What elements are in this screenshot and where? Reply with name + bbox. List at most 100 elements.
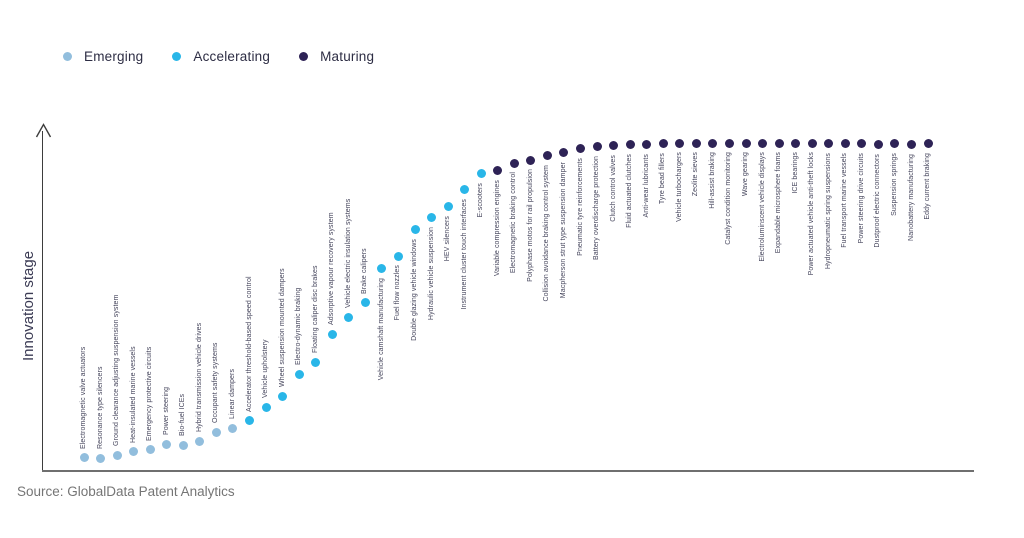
data-point-label: Collision avoidance braking control syst… <box>543 164 551 302</box>
data-point-label: Hybrid transmission vehicle drives <box>195 322 203 433</box>
data-point-label: Fluid actuated clutches <box>626 153 634 228</box>
data-point-label: Catalyst condition monitoring <box>725 152 733 246</box>
data-point <box>675 138 685 148</box>
data-point <box>559 148 569 158</box>
data-point <box>443 202 453 212</box>
data-point <box>758 138 768 148</box>
data-point-label: Eddy current braking <box>924 152 932 220</box>
data-point-label: Hydraulic vehicle suspension <box>427 226 435 320</box>
data-point <box>360 298 370 308</box>
data-point-label: Macpherson strut type suspension damper <box>559 161 567 299</box>
legend-item-accelerating: Accelerating <box>172 49 270 64</box>
data-point-label: Vehicle turbochargers <box>675 152 683 223</box>
data-point-label: Expandable microsphere foams <box>775 152 783 254</box>
data-point-label: Dustproof electric connectors <box>874 153 882 248</box>
data-point-label: HEV silencers <box>444 215 452 262</box>
data-point <box>592 142 602 152</box>
data-point-label: Vehicle camshaft manufacturing <box>377 277 385 380</box>
data-point-label: Fuel transport marine vessels <box>841 152 849 248</box>
data-point <box>162 439 172 449</box>
data-point <box>807 138 817 148</box>
data-point-label: Fuel flow nozzles <box>394 265 402 321</box>
data-point-label: Bio-fuel ICEs <box>179 393 187 436</box>
data-point <box>410 225 420 235</box>
y-axis-title: Innovation stage <box>20 250 37 361</box>
data-point-label: Brake calipers <box>361 247 369 294</box>
data-point <box>873 140 883 150</box>
data-point <box>509 158 519 168</box>
legend-label-accelerating: Accelerating <box>193 49 271 64</box>
data-point <box>724 138 734 148</box>
data-point <box>774 138 784 148</box>
x-axis-line <box>42 470 974 472</box>
data-point <box>890 139 900 149</box>
data-point-label: Tyre bead fillers <box>659 152 667 205</box>
data-point-label: Floating caliper disc brakes <box>311 265 319 354</box>
data-point-label: Vehicle electric insulation systems <box>344 199 352 309</box>
data-point <box>228 423 238 433</box>
data-point-label: Linear dampers <box>228 369 236 420</box>
data-point-label: Electromagnetic valve actuators <box>80 346 87 449</box>
data-point-label: Battery overdischarge protection <box>593 155 601 260</box>
data-point-label: E-scooters <box>477 182 485 218</box>
legend-item-emerging: Emerging <box>63 49 143 64</box>
data-point <box>245 416 254 426</box>
data-point-label: Heat-insulated marine vessels <box>129 346 137 443</box>
data-point <box>261 402 271 412</box>
accelerating-dot-icon <box>172 52 182 61</box>
data-point <box>195 436 205 446</box>
data-point-label: Suspension springs <box>890 152 898 216</box>
data-point <box>79 453 89 463</box>
data-point-label: Occupant safety systems <box>212 342 220 424</box>
data-point-label: Electro-dynamic braking <box>295 287 303 366</box>
data-point <box>377 264 387 274</box>
data-point <box>824 139 834 149</box>
data-point <box>791 138 801 148</box>
data-point <box>327 329 337 339</box>
data-point <box>96 453 106 463</box>
y-axis-arrow-icon <box>35 123 52 138</box>
data-point-label: Polyphase motos for rail propulsion <box>526 169 534 282</box>
data-point-label: Variable compression engines <box>493 179 501 276</box>
data-point <box>278 391 288 401</box>
data-point <box>112 450 122 460</box>
data-point-label: Resonance type silencers <box>96 366 104 450</box>
data-point <box>460 185 470 195</box>
emerging-dot-icon <box>63 52 72 61</box>
data-point-label: Zeolite sieves <box>692 152 700 197</box>
legend-item-maturing: Maturing <box>299 49 374 64</box>
data-point-label: Electromagnetic braking control <box>510 172 518 274</box>
data-point-label: Power steering <box>162 386 170 436</box>
y-axis-line <box>42 131 44 471</box>
data-point <box>393 251 403 261</box>
data-point-label: Anti-wear lubricants <box>642 153 650 218</box>
data-point-label: Instrument cluster touch interfaces <box>460 198 468 310</box>
data-point <box>857 139 867 149</box>
data-point-label: Hill-assist braking <box>708 152 716 210</box>
data-point-label: Power steering drive circuits <box>857 152 865 244</box>
data-point <box>294 369 304 379</box>
data-point-label: Accelerator threshold-based speed contro… <box>245 276 253 412</box>
data-point <box>708 138 718 148</box>
data-point <box>129 447 139 457</box>
data-point-label: Pneumatic tyre reinforcements <box>576 157 584 256</box>
data-point-label: Hydropneumatic spring suspensions <box>824 152 832 270</box>
data-point <box>691 138 701 148</box>
data-point <box>658 139 668 149</box>
data-point <box>609 141 619 151</box>
data-point-label: Emergency protective circuits <box>146 346 154 441</box>
legend-label-emerging: Emerging <box>84 49 144 64</box>
legend-label-maturing: Maturing <box>320 49 375 64</box>
data-point <box>427 213 437 223</box>
data-point-label: Clutch control valves <box>609 154 617 222</box>
data-point-label: Ground clearance adjusting suspension sy… <box>113 294 121 447</box>
data-point <box>145 445 155 455</box>
data-point-label: Nanobattery manufacturing <box>907 153 915 241</box>
data-point-label: ICE bearings <box>791 152 799 194</box>
data-point-label: Vehicle upholstery <box>262 339 270 399</box>
legend: Emerging Accelerating Maturing <box>63 49 374 64</box>
data-point-label: Power actuated vehicle anti-theft locks <box>808 152 816 276</box>
data-point <box>526 155 536 165</box>
data-point <box>476 169 486 179</box>
